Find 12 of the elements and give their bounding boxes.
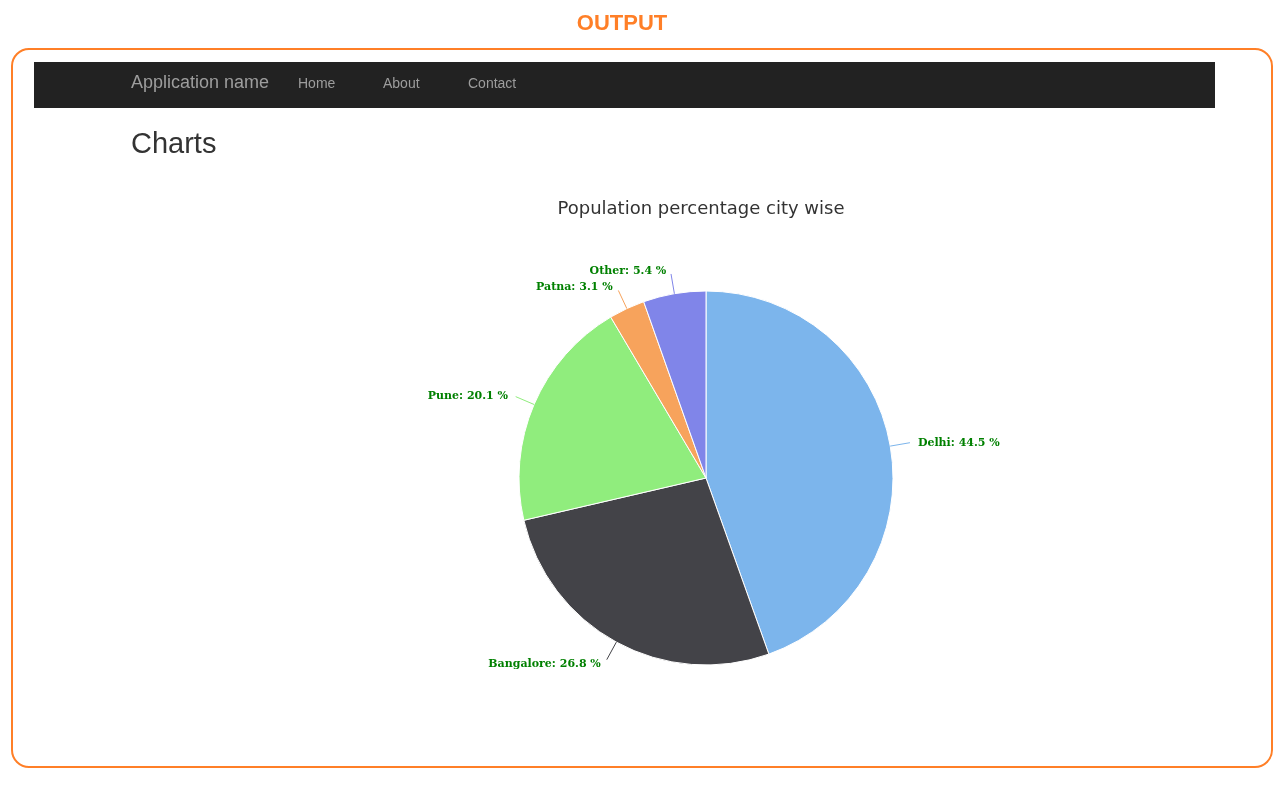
slice-label: Bangalore: 26.8 % [488, 656, 602, 670]
text: OUTPUT [575, 10, 669, 36]
slice-label: Pune: 20.1 % [427, 388, 509, 402]
slice-label: Other: 5.4 % [589, 263, 667, 277]
slice-label: Patna: 3.1 % [536, 280, 614, 294]
text: Contact [468, 75, 517, 91]
slice-label: Delhi: 44.5 % [917, 435, 1001, 449]
text: Home [298, 75, 336, 91]
chart-title: Population percentage city wise [556, 197, 846, 218]
text: About [383, 75, 420, 91]
text: Charts [131, 127, 217, 160]
text: Application name [131, 72, 270, 93]
